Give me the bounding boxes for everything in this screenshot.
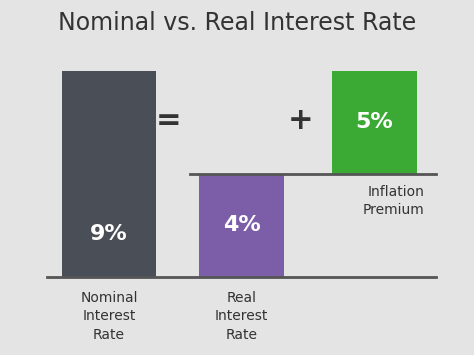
Text: Nominal
Interest
Rate: Nominal Interest Rate (80, 291, 138, 342)
Text: 9%: 9% (90, 224, 128, 244)
Bar (62, 71, 156, 277)
Text: Inflation
Premium: Inflation Premium (363, 185, 424, 217)
Text: 4%: 4% (223, 215, 261, 235)
Bar (199, 174, 284, 277)
Text: +: + (288, 106, 314, 135)
Text: =: = (155, 106, 181, 135)
Bar (332, 71, 417, 174)
Text: 5%: 5% (356, 113, 393, 132)
Text: Real
Interest
Rate: Real Interest Rate (215, 291, 268, 342)
Text: Nominal vs. Real Interest Rate: Nominal vs. Real Interest Rate (58, 11, 416, 35)
